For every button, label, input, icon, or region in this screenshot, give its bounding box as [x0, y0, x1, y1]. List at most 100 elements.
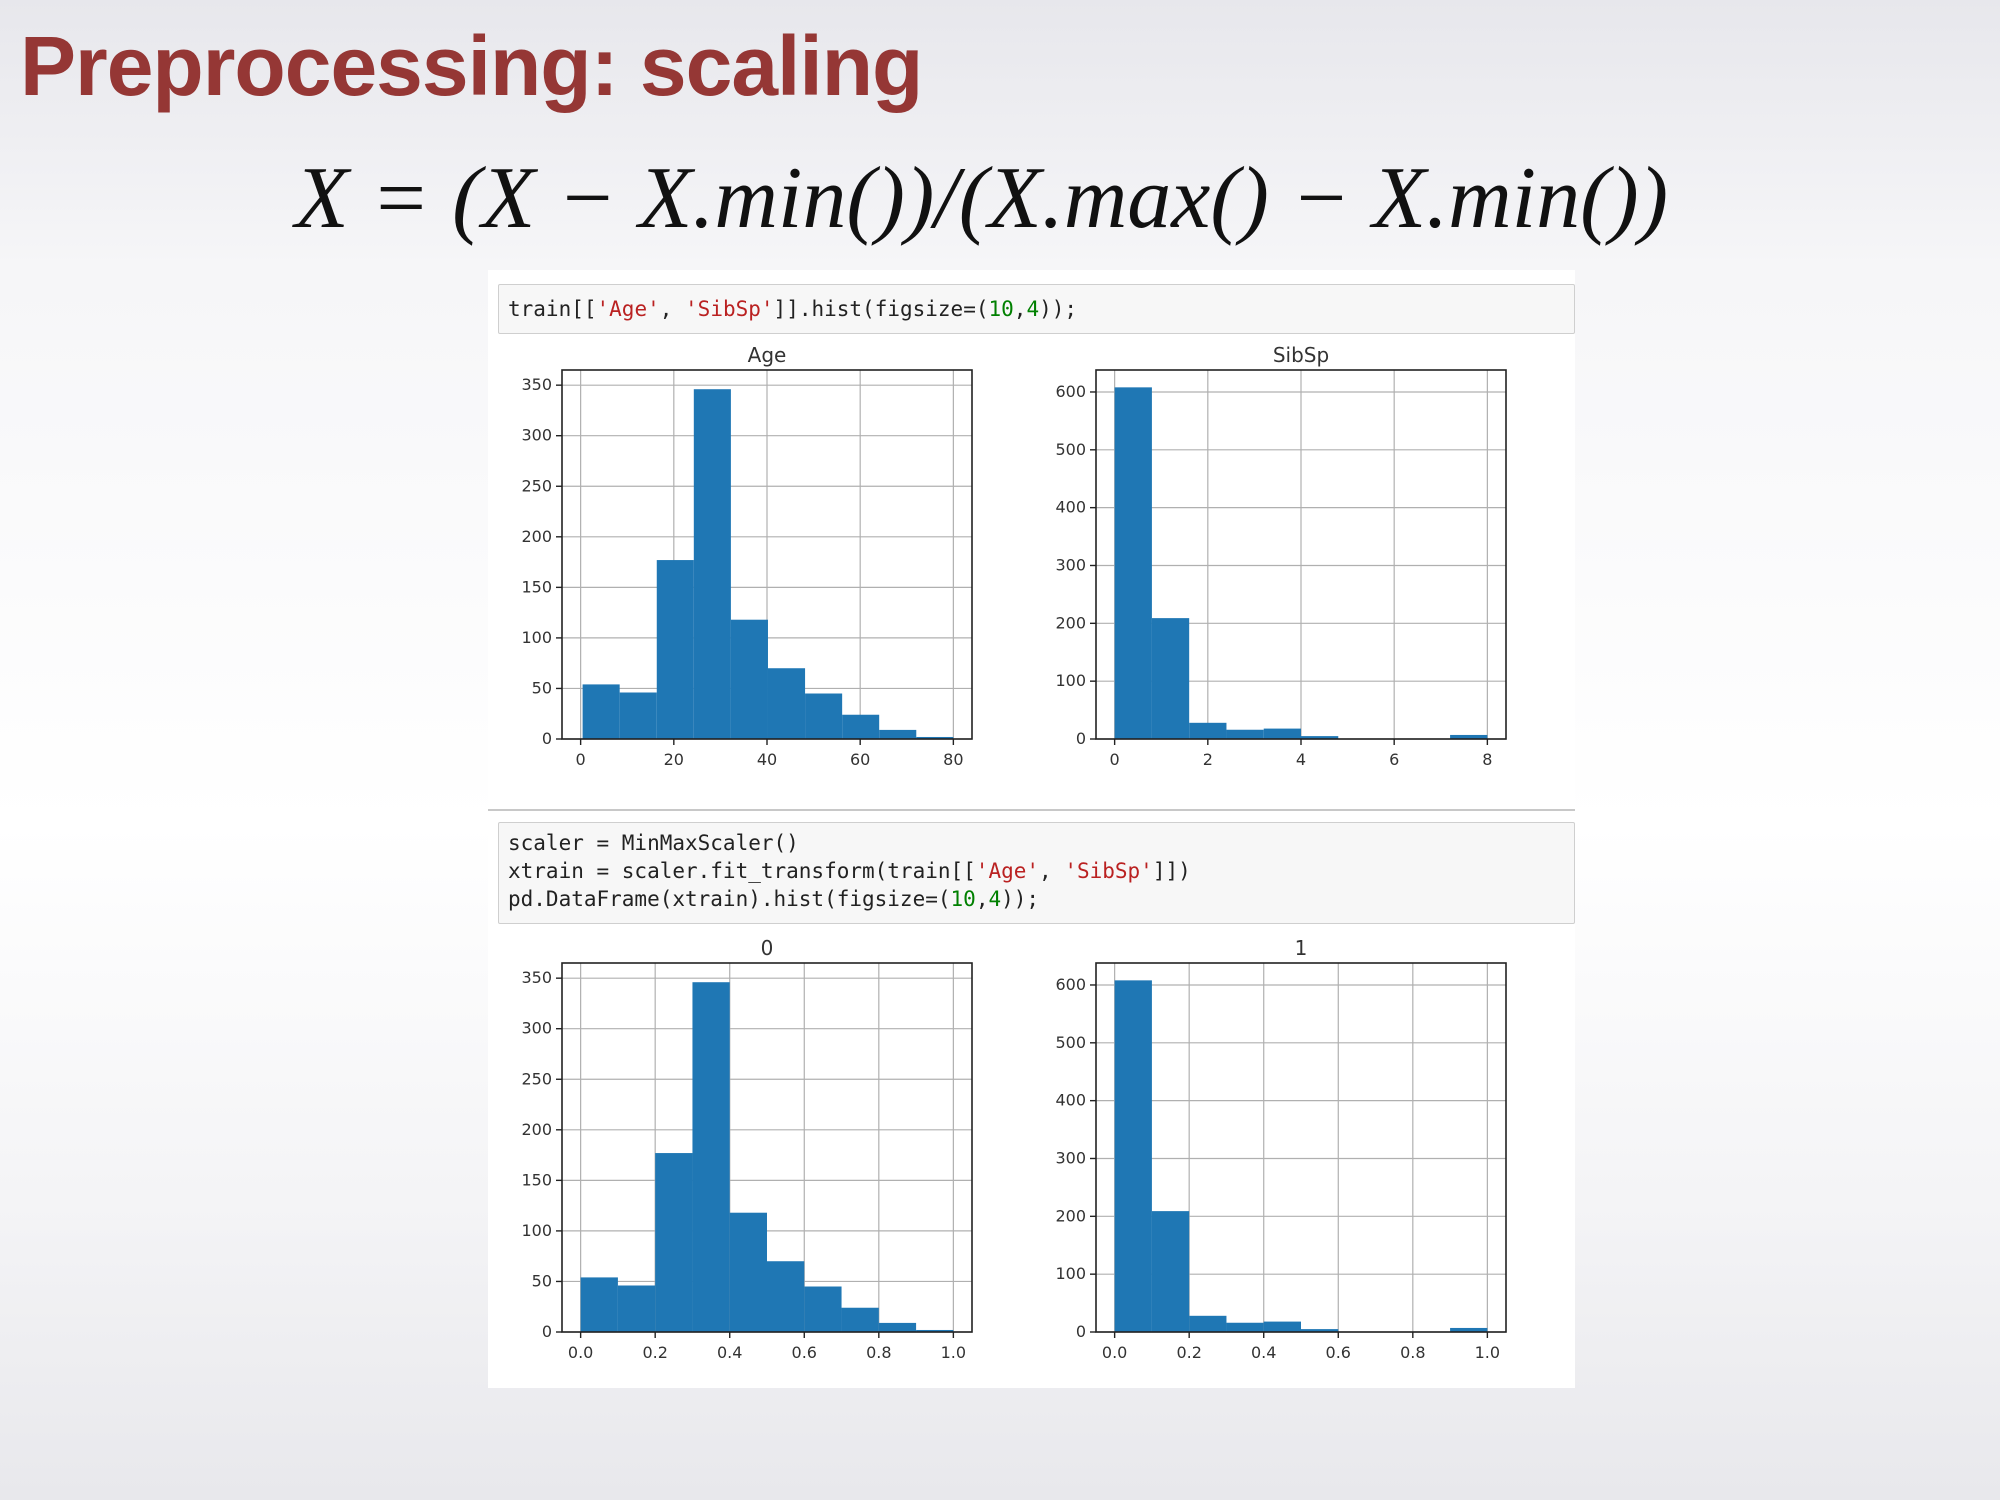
- y-tick-label: 250: [521, 1069, 552, 1088]
- histogram-age: 0 20 40 60 80 0 50 100 150 200 250 300 350 Age: [521, 343, 973, 769]
- histogram-bar: [916, 736, 954, 739]
- axes-frame: [1095, 962, 1507, 1333]
- histogram-1: 0.0 0.2 0.4 0.6 0.8 1.0 0 100 200 300 400 500 600 1: [1055, 936, 1507, 1362]
- code-token: ,: [1013, 297, 1027, 321]
- y-tick-label: 300: [1055, 1148, 1086, 1167]
- y-tick-label: 200: [1055, 1206, 1086, 1225]
- code-token: ,: [659, 297, 686, 321]
- x-tick-label: 2: [1203, 750, 1213, 769]
- code-token: ]].hist(figsize=(: [773, 297, 989, 321]
- x-tick-label: 1.0: [941, 1343, 966, 1362]
- histogram-bar: [1263, 1321, 1301, 1332]
- histograms-scaled: 0.0 0.2 0.4 0.6 0.8 1.00501001502002503003500…: [521, 936, 1507, 1362]
- axes-frame: [561, 962, 973, 1333]
- code-string: 'SibSp': [685, 297, 774, 321]
- y-tick-label: 350: [521, 968, 552, 987]
- y-tick-label: 500: [1055, 440, 1086, 459]
- histogram-bar: [692, 982, 730, 1332]
- histogram-bar: [1151, 1211, 1190, 1332]
- code-cell-scaler[interactable]: scaler = MinMaxScaler() xtrain = scaler.f…: [498, 822, 1575, 924]
- y-tick-label: 50: [532, 678, 552, 697]
- y-tick-label: 0: [542, 729, 552, 748]
- x-tick-label: 8: [1482, 750, 1492, 769]
- histogram-bar: [693, 389, 731, 739]
- x-tick-label: 0.2: [1176, 1343, 1201, 1362]
- histogram-bar: [767, 1261, 805, 1332]
- y-tick-label: 600: [1055, 975, 1086, 994]
- histogram-0: 0.0 0.2 0.4 0.6 0.8 1.0 0 50 100 150 200 250 300 350 0: [521, 936, 973, 1362]
- x-tick-label: 60: [850, 750, 870, 769]
- y-tick-label: 400: [1055, 498, 1086, 517]
- x-tick-label: 0: [576, 750, 586, 769]
- histogram-bar: [841, 1307, 879, 1332]
- histogram-bar: [1450, 1327, 1488, 1332]
- x-tick-label: 0.2: [642, 1343, 667, 1362]
- code-cell-hist[interactable]: train[['Age', 'SibSp']].hist(figsize=(10…: [498, 284, 1575, 334]
- x-tick-label: 0.6: [1326, 1343, 1351, 1362]
- y-tick-label: 300: [1055, 555, 1086, 574]
- code-string: 'Age': [975, 859, 1040, 883]
- histogram-bar: [1226, 729, 1264, 739]
- histogram-bar: [805, 693, 843, 739]
- x-tick-label: 80: [943, 750, 963, 769]
- code-token: ,: [1039, 859, 1065, 883]
- histogram-bar: [1114, 387, 1152, 739]
- y-tick-label: 50: [532, 1271, 552, 1290]
- histogram-bar: [767, 668, 806, 739]
- y-tick-label: 0: [1076, 729, 1086, 748]
- histogram-bar: [729, 1212, 767, 1332]
- y-tick-label: 200: [521, 1120, 552, 1139]
- histogram-bar: [617, 1285, 656, 1332]
- histogram-bar: [1301, 736, 1339, 739]
- histogram-bar: [1189, 1315, 1227, 1332]
- cell-separator: [488, 809, 1575, 811]
- histogram-bar: [1226, 1322, 1264, 1332]
- scaling-formula: X = (X − X.min())/(X.max() − X.min()): [295, 150, 1669, 247]
- histogram-title: Age: [748, 343, 787, 367]
- code-line: scaler = MinMaxScaler(): [508, 829, 1574, 857]
- y-tick-label: 350: [521, 375, 552, 394]
- code-line: xtrain = scaler.fit_transform(train[['Ag…: [508, 857, 1574, 885]
- code-token: pd.DataFrame(xtrain).hist(figsize=(: [508, 887, 951, 911]
- histogram-title: SibSp: [1273, 343, 1329, 367]
- histogram-bar: [1301, 1329, 1339, 1332]
- code-token: ]]): [1152, 859, 1191, 883]
- code-string: 'Age': [596, 297, 660, 321]
- code-token: ,: [975, 887, 989, 911]
- code-string: 'SibSp': [1064, 859, 1153, 883]
- x-tick-label: 0: [1110, 750, 1120, 769]
- code-number: 4: [1026, 297, 1040, 321]
- x-tick-label: 0.4: [1251, 1343, 1276, 1362]
- x-tick-label: 0.8: [1400, 1343, 1425, 1362]
- notebook-screenshot: train[['Age', 'SibSp']].hist(figsize=(10…: [488, 270, 1575, 1388]
- histogram-bar: [656, 560, 694, 739]
- code-number: 4: [988, 887, 1002, 911]
- y-tick-label: 600: [1055, 382, 1086, 401]
- y-tick-label: 150: [521, 577, 552, 596]
- code-number: 10: [950, 887, 976, 911]
- histogram-bar: [1189, 722, 1227, 739]
- x-tick-label: 0.0: [568, 1343, 593, 1362]
- histogram-bar: [916, 1329, 954, 1332]
- histogram-bar: [879, 729, 917, 739]
- x-tick-label: 40: [757, 750, 777, 769]
- histogram-bar: [878, 1322, 917, 1332]
- histogram-bar: [1450, 734, 1488, 739]
- histogram-bar: [655, 1153, 693, 1332]
- y-tick-label: 100: [1055, 1264, 1086, 1283]
- y-tick-label: 0: [542, 1322, 552, 1341]
- y-tick-label: 100: [1055, 671, 1086, 690]
- y-tick-label: 400: [1055, 1091, 1086, 1110]
- x-tick-label: 6: [1389, 750, 1399, 769]
- y-tick-label: 200: [1055, 613, 1086, 632]
- code-token: ));: [1001, 887, 1040, 911]
- histogram-title: 1: [1295, 936, 1308, 960]
- y-tick-label: 300: [521, 426, 552, 445]
- code-number: 10: [988, 297, 1014, 321]
- histogram-bar: [1263, 728, 1301, 739]
- code-token: ));: [1039, 297, 1078, 321]
- histogram-title: 0: [761, 936, 774, 960]
- y-tick-label: 200: [521, 527, 552, 546]
- histogram-bar: [1151, 618, 1190, 739]
